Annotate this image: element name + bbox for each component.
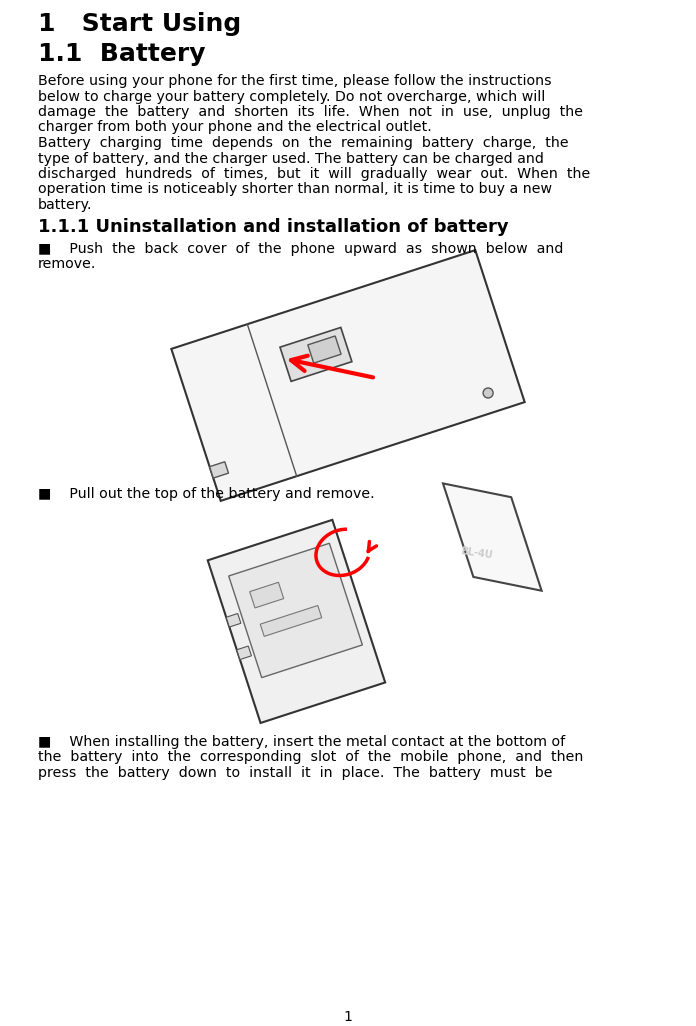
Text: ■    Pull out the top of the battery and remove.: ■ Pull out the top of the battery and re… [38, 487, 374, 501]
Text: damage  the  battery  and  shorten  its  life.  When  not  in  use,  unplug  the: damage the battery and shorten its life.… [38, 105, 583, 119]
Polygon shape [237, 646, 251, 660]
Polygon shape [207, 520, 385, 723]
Text: below to charge your battery completely. Do not overcharge, which will: below to charge your battery completely.… [38, 89, 545, 104]
Polygon shape [308, 336, 341, 363]
Text: charger from both your phone and the electrical outlet.: charger from both your phone and the ele… [38, 120, 432, 134]
Text: 1   Start Using: 1 Start Using [38, 12, 242, 36]
Polygon shape [280, 327, 352, 382]
Text: Before using your phone for the first time, please follow the instructions: Before using your phone for the first ti… [38, 74, 552, 88]
Polygon shape [250, 583, 284, 608]
Text: discharged  hundreds  of  times,  but  it  will  gradually  wear  out.  When  th: discharged hundreds of times, but it wil… [38, 167, 590, 181]
Text: Battery  charging  time  depends  on  the  remaining  battery  charge,  the: Battery charging time depends on the rem… [38, 136, 569, 150]
Text: 1.1  Battery: 1.1 Battery [38, 42, 205, 66]
Polygon shape [226, 614, 241, 627]
Text: the  battery  into  the  corresponding  slot  of  the  mobile  phone,  and  then: the battery into the corresponding slot … [38, 750, 583, 764]
Polygon shape [229, 544, 363, 677]
Text: press  the  battery  down  to  install  it  in  place.  The  battery  must  be: press the battery down to install it in … [38, 766, 553, 780]
Text: BL-4U: BL-4U [460, 546, 493, 560]
Text: battery.: battery. [38, 198, 93, 212]
Text: type of battery, and the charger used. The battery can be charged and: type of battery, and the charger used. T… [38, 152, 544, 165]
Polygon shape [171, 250, 525, 501]
Polygon shape [260, 605, 322, 636]
Text: remove.: remove. [38, 256, 96, 271]
Polygon shape [443, 483, 541, 591]
Text: 1: 1 [344, 1010, 352, 1024]
Text: ■    When installing the battery, insert the metal contact at the bottom of: ■ When installing the battery, insert th… [38, 735, 565, 749]
Circle shape [483, 388, 493, 398]
Text: ■    Push  the  back  cover  of  the  phone  upward  as  shown  below  and: ■ Push the back cover of the phone upwar… [38, 241, 563, 255]
Polygon shape [209, 462, 228, 478]
Text: 1.1.1 Uninstallation and installation of battery: 1.1.1 Uninstallation and installation of… [38, 218, 509, 236]
Text: operation time is noticeably shorter than normal, it is time to buy a new: operation time is noticeably shorter tha… [38, 183, 552, 197]
